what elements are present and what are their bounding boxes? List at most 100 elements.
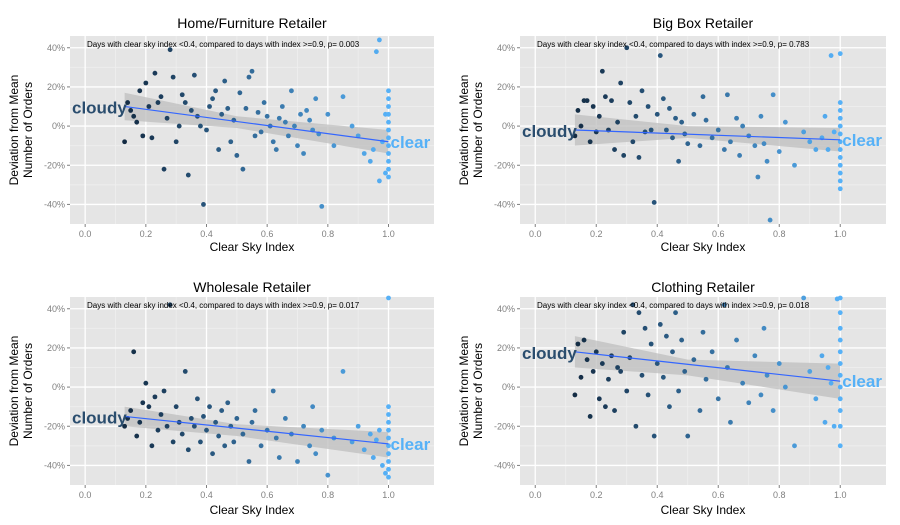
data-point [828, 380, 834, 386]
x-tick-label: 1.0 [834, 490, 847, 500]
data-point [837, 123, 843, 129]
data-point [131, 349, 137, 355]
data-point [624, 388, 630, 394]
data-point [831, 423, 837, 429]
data-point [682, 369, 688, 374]
data-point [276, 455, 282, 460]
trend-line [574, 351, 841, 382]
data-point [270, 139, 276, 145]
data-point [596, 113, 602, 119]
data-point [134, 119, 140, 125]
x-tick-label: 0.0 [529, 490, 542, 500]
x-tick-label: 0.4 [200, 490, 213, 500]
data-point [164, 115, 170, 121]
data-point [734, 337, 739, 343]
data-point [740, 123, 746, 129]
chart-panel-3: cloudy clear Days with clear sky index <0.… [7, 279, 434, 517]
y-tick-label: 40% [47, 43, 65, 53]
data-point [298, 111, 303, 117]
data-point [137, 88, 143, 94]
trend-line [124, 415, 389, 445]
data-point [252, 408, 258, 413]
data-point [691, 111, 697, 117]
data-point [648, 127, 654, 133]
y-tick-label: -20% [494, 421, 515, 431]
data-point [737, 153, 742, 158]
data-point [295, 143, 300, 149]
data-point [615, 119, 620, 125]
data-point [673, 310, 678, 316]
data-point [182, 369, 188, 374]
data-point [179, 92, 185, 98]
y-tick-label: -40% [44, 460, 65, 470]
data-point [249, 419, 255, 425]
y-tick-label: -40% [494, 199, 515, 209]
data-point [252, 133, 258, 139]
x-tick-label: 0.4 [651, 490, 664, 500]
y-tick-label: -20% [494, 160, 515, 170]
data-point [125, 100, 131, 105]
data-point [167, 47, 173, 53]
data-point [128, 408, 134, 413]
clear-label: clear [842, 372, 882, 391]
chart-title: Home/Furniture Retailer [177, 15, 327, 31]
data-point [621, 329, 627, 335]
data-point [584, 98, 590, 104]
data-point [822, 419, 828, 425]
y-axis-label-line: Deviation from Mean [457, 75, 471, 186]
data-point [721, 302, 727, 308]
data-point [191, 423, 197, 429]
data-point [770, 408, 776, 413]
data-point [828, 53, 834, 58]
data-point [377, 37, 382, 43]
data-point [240, 166, 246, 172]
data-point [122, 139, 127, 145]
p-value-annotation: Days with clear sky index <0.4, compared… [87, 40, 360, 49]
y-tick-label: -20% [44, 160, 65, 170]
data-point [752, 353, 758, 359]
data-point [361, 447, 367, 453]
data-point [146, 104, 152, 109]
data-point [725, 92, 730, 98]
data-point [152, 70, 158, 76]
data-point [825, 365, 831, 370]
data-point [813, 147, 819, 152]
data-point [667, 404, 672, 410]
y-tick-label: 40% [497, 43, 515, 53]
data-point [606, 376, 611, 382]
data-point [822, 113, 828, 119]
data-point [198, 439, 203, 445]
data-point [349, 123, 355, 129]
data-point [603, 404, 608, 410]
data-point [654, 111, 660, 117]
x-axis-label: Clear Sky Index [661, 503, 746, 517]
data-point [584, 357, 590, 363]
y-axis-label-line: Number of Orders [471, 343, 485, 439]
data-point [367, 431, 373, 437]
x-tick-label: 0.8 [322, 490, 335, 500]
data-point [648, 341, 654, 347]
data-point [377, 427, 382, 433]
data-point [219, 111, 225, 117]
data-point [313, 451, 319, 457]
data-point [179, 431, 185, 437]
x-tick-label: 0.2 [140, 229, 153, 239]
x-tick-label: 0.4 [651, 229, 664, 239]
data-point [207, 104, 212, 109]
data-point [225, 400, 231, 406]
data-point [837, 443, 843, 449]
data-point [313, 96, 319, 102]
data-point [386, 451, 391, 457]
data-point [633, 423, 639, 429]
data-point [764, 372, 770, 378]
data-point [703, 376, 709, 382]
data-point [222, 443, 228, 449]
data-point [761, 141, 767, 147]
data-point [593, 349, 599, 355]
data-point [627, 100, 633, 105]
data-point [837, 131, 843, 137]
p-value-annotation: Days with clear sky index <0.4, compared… [537, 301, 810, 310]
data-point [279, 104, 285, 109]
data-point [599, 68, 605, 74]
data-point [621, 153, 627, 158]
